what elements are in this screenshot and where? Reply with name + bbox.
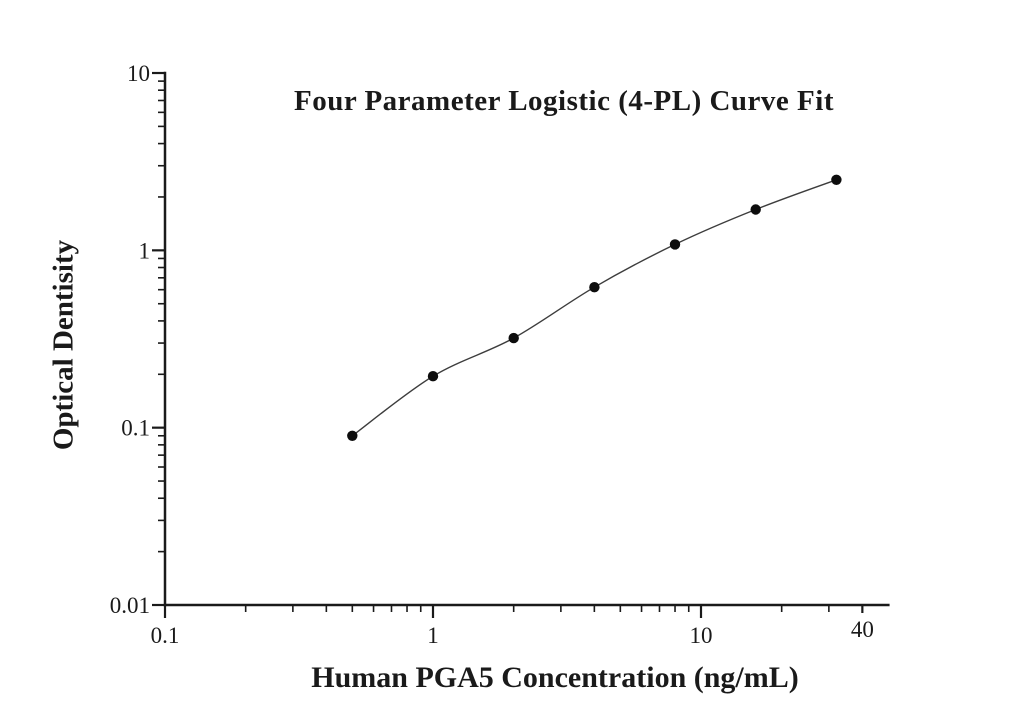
data-point — [750, 204, 761, 215]
x-tick-label: 10 — [690, 623, 713, 648]
x-tick-label: 1 — [427, 623, 439, 648]
data-point — [508, 332, 519, 344]
data-point — [347, 430, 358, 441]
data-point — [831, 174, 842, 185]
data-point — [669, 239, 681, 250]
x-axis-title: Human PGA5 Concentration (ng/mL) — [311, 661, 799, 694]
x-tick-label: 0.1 — [151, 623, 180, 648]
fit-curve — [351, 179, 837, 437]
x-tick-label: 40 — [851, 617, 874, 642]
y-tick-label: 0.01 — [110, 593, 150, 618]
y-tick-label: 10 — [127, 61, 150, 86]
y-tick-label: 0.1 — [121, 416, 150, 441]
data-point — [589, 282, 600, 293]
chart-title: Four Parameter Logistic (4-PL) Curve Fit — [294, 85, 834, 117]
y-tick-label: 1 — [139, 238, 151, 263]
data-point — [427, 371, 439, 382]
